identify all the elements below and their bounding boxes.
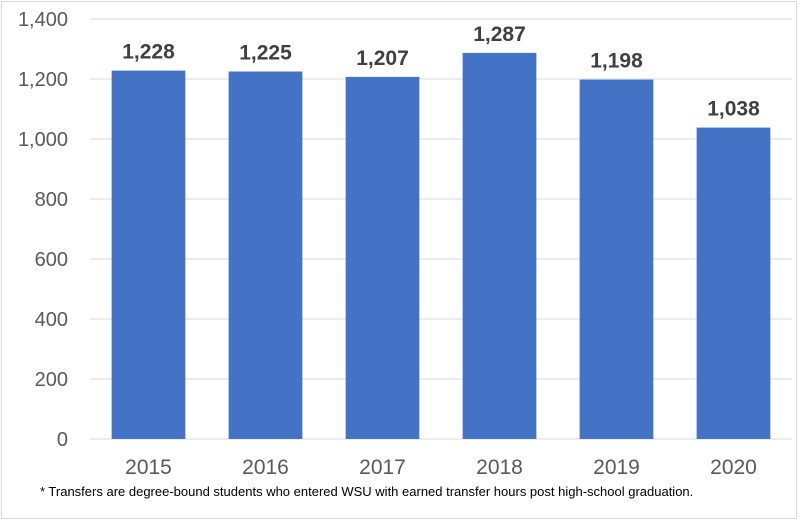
bar (696, 127, 771, 439)
y-tick-label: 400 (35, 309, 68, 331)
x-tick-label: 2017 (359, 456, 406, 479)
x-tick-label: 2018 (476, 456, 523, 479)
y-tick-label: 0 (57, 429, 68, 451)
bars (111, 52, 771, 440)
x-axis-ticks: 2015 2016 2017 2018 2019 2020 (125, 456, 757, 479)
x-tick-label: 2016 (242, 456, 289, 479)
bar (111, 70, 186, 439)
data-label: 1,038 (707, 98, 760, 121)
data-labels: 1,228 1,225 1,207 1,287 1,198 1,038 (122, 23, 760, 121)
data-label: 1,287 (473, 23, 526, 46)
gridlines (90, 18, 792, 440)
bar (345, 76, 420, 440)
footnote: * Transfers are degree-bound students wh… (40, 484, 694, 499)
data-label: 1,198 (590, 50, 643, 73)
x-tick-label: 2015 (125, 456, 172, 479)
data-label: 1,228 (122, 41, 175, 64)
data-label: 1,207 (356, 47, 409, 70)
y-tick-label: 200 (35, 369, 68, 391)
bar (228, 71, 303, 439)
bar (462, 52, 537, 440)
y-tick-label: 1,200 (18, 69, 68, 91)
bar (579, 79, 654, 439)
data-label: 1,225 (239, 42, 292, 65)
x-tick-label: 2019 (593, 456, 640, 479)
y-tick-label: 1,400 (18, 9, 68, 31)
y-tick-label: 800 (35, 189, 68, 211)
y-tick-label: 1,000 (18, 129, 68, 151)
x-tick-label: 2020 (710, 456, 757, 479)
y-axis-ticks: 0 200 400 600 800 1,000 1,200 1,400 (18, 9, 68, 451)
y-tick-label: 600 (35, 249, 68, 271)
